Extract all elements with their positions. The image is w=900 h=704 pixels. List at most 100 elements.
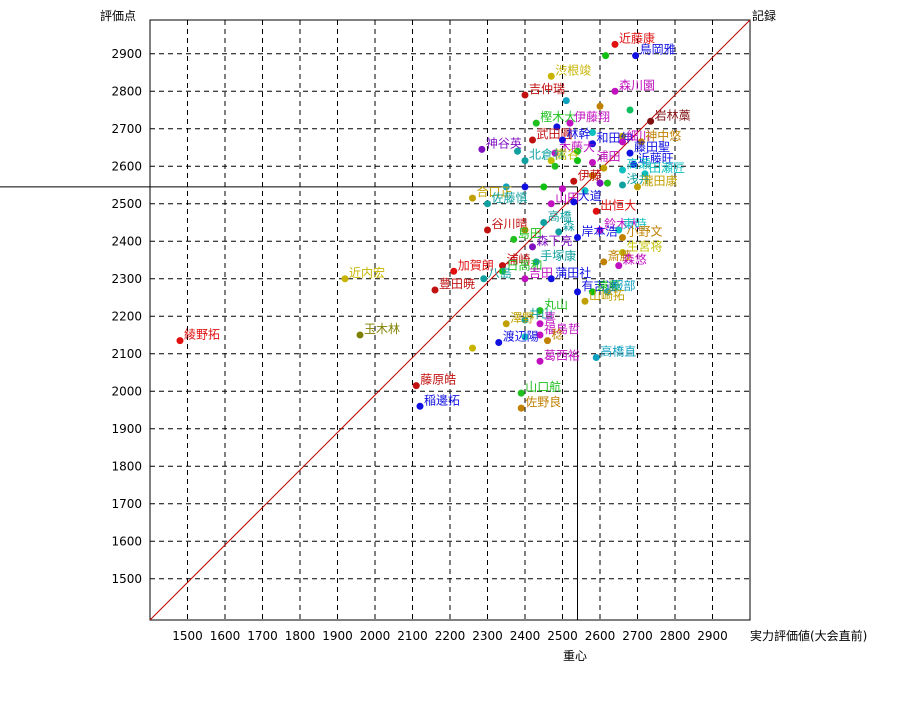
data-point: 神谷英	[478, 136, 522, 153]
data-point: 綾野拓	[176, 327, 220, 345]
point-label: 高瀬	[627, 156, 651, 171]
x-tick-label: 1600	[210, 629, 241, 643]
point-label: 高橋	[548, 209, 572, 224]
point-marker	[555, 228, 563, 236]
point-label: 玉木林	[364, 322, 400, 336]
point-label: 樫木大	[540, 109, 576, 124]
data-point: 服部	[604, 278, 636, 296]
point-label: 谷川晴	[492, 217, 528, 231]
point-label: 稲邊拓	[424, 393, 460, 407]
data-point: 日高和	[499, 257, 543, 275]
data-point	[521, 183, 529, 191]
x-tick-label: 2900	[697, 629, 728, 643]
point-marker	[450, 267, 458, 275]
data-point	[596, 102, 604, 110]
point-marker	[589, 140, 596, 148]
point-marker	[517, 389, 525, 397]
point-label: 浅井	[627, 172, 651, 186]
data-point: 稲邊拓	[416, 393, 460, 410]
data-point: 高橋直	[592, 344, 636, 361]
data-point	[521, 333, 529, 341]
point-marker	[626, 106, 634, 114]
point-label: 蒲田社	[555, 265, 591, 280]
point-marker	[544, 337, 551, 345]
point-marker	[517, 404, 525, 412]
point-label: 八島	[488, 265, 512, 280]
data-point: 渡辺陽	[495, 329, 539, 346]
data-point: 東時	[615, 217, 647, 234]
data-point: 森下亮	[529, 233, 573, 251]
point-marker	[619, 181, 626, 189]
data-point	[581, 187, 589, 195]
point-marker	[574, 157, 581, 165]
x-tick-label: 2200	[435, 629, 466, 643]
y-tick-label: 2800	[111, 84, 142, 98]
data-point: 細川	[619, 129, 651, 146]
x-tick-label: 2000	[360, 629, 391, 643]
point-marker	[469, 194, 476, 202]
data-point	[600, 164, 608, 172]
data-point	[574, 147, 581, 155]
point-label: 綾野拓	[184, 327, 220, 342]
data-point: 吉田	[521, 266, 553, 283]
data-point: 井山	[521, 307, 553, 324]
data-point	[574, 157, 581, 165]
point-marker	[566, 119, 574, 127]
data-point	[551, 162, 559, 170]
point-label: 豊田暁	[439, 277, 475, 291]
point-label: 服部	[612, 278, 636, 293]
point-marker	[536, 357, 544, 365]
point-marker	[540, 219, 548, 226]
point-marker	[615, 262, 623, 270]
data-point	[553, 123, 561, 131]
point-label: 藤原皓	[420, 373, 456, 387]
point-label: 神中悠	[645, 128, 681, 143]
data-point: 鈴木大	[596, 216, 640, 234]
point-label: 佐藤慎	[492, 191, 528, 205]
point-marker	[532, 258, 540, 266]
point-marker	[547, 275, 555, 283]
point-label: 喜	[544, 311, 556, 325]
point-marker	[536, 331, 544, 339]
x-tick-label: 2500	[547, 629, 578, 643]
data-point: 豊田暁	[431, 277, 475, 294]
data-point	[589, 129, 596, 136]
point-marker	[637, 138, 645, 146]
data-point: 藤田聖	[626, 140, 670, 157]
point-label: 岩林藁	[655, 107, 691, 122]
point-marker	[514, 147, 521, 155]
point-label: 稔	[552, 328, 564, 342]
data-point: 合口正	[469, 184, 513, 202]
point-marker	[619, 138, 626, 146]
point-marker	[592, 354, 600, 361]
point-marker	[647, 117, 655, 125]
point-label: 細川	[627, 129, 651, 143]
point-marker	[559, 185, 566, 193]
point-marker	[547, 72, 555, 80]
data-point: 手塚康	[532, 248, 576, 266]
data-point: 嵩谷	[547, 148, 579, 165]
data-point: 葛西裕	[536, 347, 580, 365]
point-marker	[536, 307, 544, 315]
point-marker	[611, 40, 619, 48]
point-marker	[547, 200, 555, 208]
point-label: 神谷英	[486, 136, 522, 150]
data-point: 田瀬匠	[641, 161, 685, 178]
data-point: 山崎拓	[581, 288, 625, 305]
point-label: 田瀬匠	[649, 161, 685, 175]
data-point: 渋根竣	[547, 62, 591, 80]
point-marker	[634, 183, 641, 191]
data-point: 樫木大	[532, 109, 576, 127]
point-marker	[632, 52, 640, 60]
point-label: 吉田	[529, 266, 553, 280]
data-point: 近藤康	[611, 30, 655, 48]
point-label: 伊藤翔	[574, 110, 610, 124]
point-marker	[469, 344, 476, 352]
centroid-label: 重心	[563, 649, 587, 663]
data-point: 近藤旺	[630, 151, 674, 168]
point-marker	[619, 166, 626, 174]
point-label: 東時	[623, 217, 647, 231]
point-marker	[619, 249, 626, 256]
